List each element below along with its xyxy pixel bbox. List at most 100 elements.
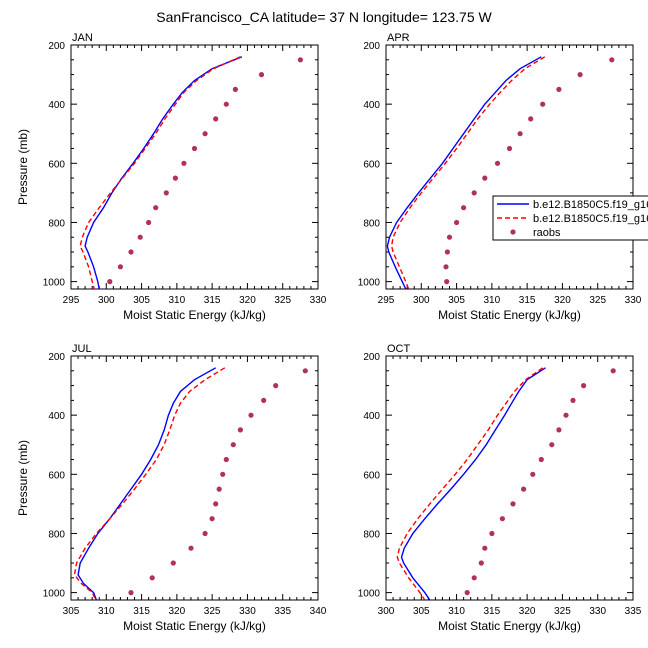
series-line-model-1 — [77, 367, 217, 600]
raobs-point — [538, 456, 544, 463]
raobs-point — [216, 486, 222, 492]
x-axis-title: Moist Static Energy (kJ/kg) — [438, 619, 581, 633]
raobs-point — [128, 590, 134, 596]
raobs-point — [202, 530, 208, 537]
panel-label: JUL — [72, 343, 92, 355]
y-tick-label: 800 — [363, 218, 380, 229]
raobs-point — [521, 486, 527, 492]
panel-label: JAN — [72, 32, 93, 44]
series-line-model-2 — [79, 56, 241, 289]
raobs-point — [137, 234, 143, 240]
panel-label: APR — [387, 32, 410, 44]
raobs-point — [482, 175, 488, 181]
series-line-model-1 — [84, 56, 243, 289]
legend-label: b.e12.B1850C5.f19_g16 — [533, 213, 648, 225]
raobs-point — [146, 219, 152, 226]
raobs-point — [471, 190, 477, 196]
raobs-point — [188, 545, 194, 551]
raobs-point — [273, 383, 279, 389]
raobs-point — [209, 516, 215, 522]
raobs-point — [494, 160, 501, 166]
raobs-point — [444, 279, 450, 285]
raobs-point — [609, 57, 615, 63]
panel-label: OCT — [387, 343, 411, 355]
x-tick-label: 320 — [554, 295, 571, 306]
raobs-point — [213, 501, 219, 507]
raobs-point — [163, 190, 169, 196]
raobs-point — [556, 427, 562, 433]
x-tick-label: 330 — [239, 606, 256, 617]
raobs-point — [170, 560, 176, 566]
x-axis-title: Moist Static Energy (kJ/kg) — [438, 308, 581, 322]
y-tick-label: 400 — [48, 100, 65, 111]
raobs-point — [570, 397, 576, 403]
x-tick-label: 310 — [98, 606, 115, 617]
y-tick-label: 600 — [363, 470, 380, 481]
raobs-point — [220, 471, 226, 477]
x-tick-label: 325 — [589, 295, 606, 306]
raobs-point — [610, 368, 616, 374]
raobs-point — [446, 234, 453, 240]
raobs-point — [577, 72, 583, 78]
raobs-point — [482, 545, 488, 551]
y-tick-label: 200 — [363, 352, 380, 363]
panel-jan: 295 300 305 310 315 320 325 330 200 400 600 800 1000… — [16, 32, 327, 322]
x-tick-label: 330 — [589, 606, 606, 617]
raobs-point — [471, 575, 477, 581]
raobs-point — [528, 116, 534, 122]
panels: 295 300 305 310 315 320 325 330 200 400 600 800 1000… — [16, 32, 642, 633]
x-tick-label: 330 — [625, 295, 642, 306]
x-tick-label: 300 — [378, 606, 395, 617]
x-tick-label: 305 — [133, 295, 150, 306]
legend-marker-raobs — [510, 229, 516, 235]
plot-frame — [385, 355, 634, 601]
x-tick-label: 305 — [448, 295, 465, 306]
raobs-point — [191, 145, 198, 152]
legend-label: b.e12.B1850C5.f19_g16 — [533, 199, 648, 211]
series-line-model-1 — [386, 56, 542, 289]
raobs-point — [443, 264, 449, 270]
plot-frame — [70, 355, 319, 601]
y-tick-label: 600 — [363, 159, 380, 170]
series-line-model-2 — [396, 367, 544, 600]
x-tick-label: 335 — [625, 606, 642, 617]
raobs-point — [517, 131, 523, 137]
y-tick-label: 200 — [48, 41, 65, 52]
panel-jul: 305 310 315 320 325 330 335 340 200 400 600 800 1000… — [16, 343, 327, 633]
legend-label: raobs — [533, 227, 561, 239]
y-axis-title: Pressure (mb) — [16, 129, 30, 205]
x-tick-label: 305 — [63, 606, 80, 617]
y-tick-label: 600 — [48, 470, 65, 481]
y-tick-label: 200 — [363, 41, 380, 52]
raobs-point — [444, 249, 450, 255]
x-tick-label: 325 — [204, 606, 221, 617]
x-tick-label: 305 — [413, 606, 430, 617]
x-tick-label: 325 — [274, 295, 291, 306]
raobs-point — [530, 471, 536, 477]
y-tick-label: 400 — [363, 411, 380, 422]
raobs-point — [478, 560, 484, 566]
raobs-point — [237, 427, 243, 433]
raobs-point — [510, 501, 516, 507]
y-tick-label: 1000 — [43, 278, 66, 289]
y-tick-label: 800 — [48, 218, 65, 229]
figure-title: SanFrancisco_CA latitude= 37 N longitude… — [156, 9, 492, 25]
raobs-point — [461, 205, 467, 211]
y-tick-label: 1000 — [358, 589, 381, 600]
x-tick-label: 300 — [413, 295, 430, 306]
raobs-point — [223, 456, 229, 463]
x-tick-label: 310 — [484, 295, 501, 306]
x-tick-label: 310 — [169, 295, 186, 306]
raobs-point — [128, 249, 134, 255]
raobs-point — [149, 575, 155, 581]
x-tick-label: 335 — [274, 606, 291, 617]
x-tick-label: 295 — [63, 295, 80, 306]
raobs-point — [261, 397, 267, 403]
y-tick-label: 400 — [363, 100, 380, 111]
raobs-point — [181, 160, 187, 166]
raobs-point — [172, 175, 178, 181]
panel-oct: 300 305 310 315 320 325 330 335 200 400 600 800 1000… — [358, 343, 642, 633]
raobs-point — [297, 57, 303, 63]
x-tick-label: 320 — [169, 606, 186, 617]
x-tick-label: 295 — [378, 295, 395, 306]
